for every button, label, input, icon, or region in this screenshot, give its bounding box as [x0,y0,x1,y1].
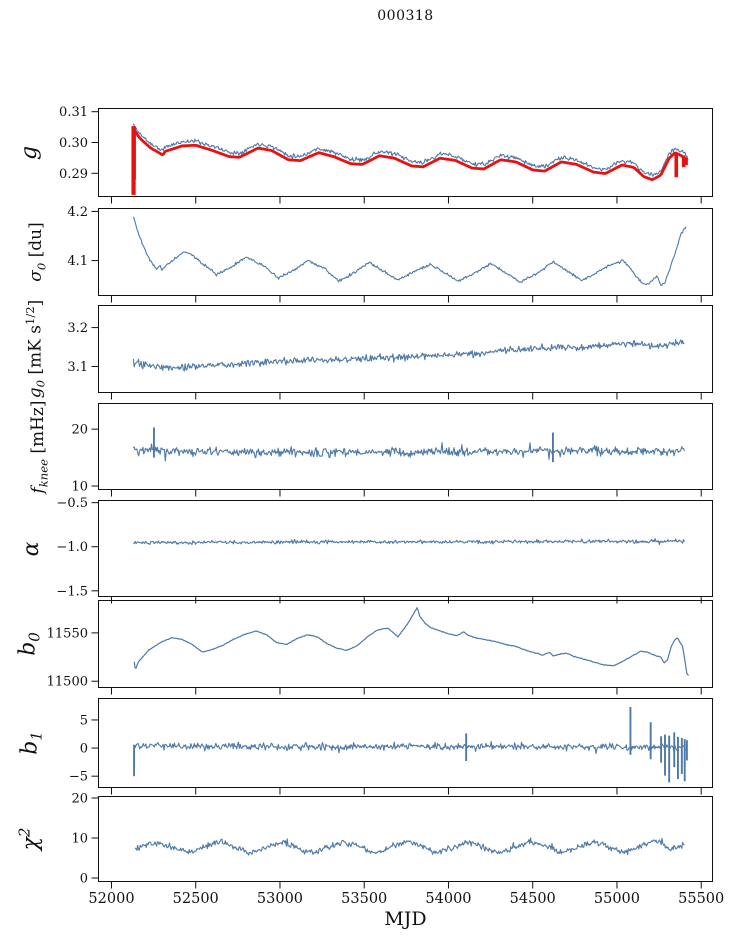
fknee-data-line [132,442,685,462]
y-tick-label: −1.5 [56,584,88,599]
subplot-g0: 3.1 3.2 [67,305,713,400]
y-tick-label: 0.31 [59,105,88,120]
y-tick-label: 0 [80,872,88,887]
y-ticks: 11500 11550 [47,626,98,690]
x-axis-label: MJD [384,908,427,930]
subplot-alpha: −1.5 −1.0 −0.5 [56,496,713,604]
axes-frame [98,698,713,788]
axes-frame [98,500,713,597]
axes-frame [98,208,713,296]
x-tick-label: 54000 [425,891,471,907]
y-axis-label-chi2: χ2 [15,827,44,851]
subplot-chi2: 0 10 20 52000 52500 53000 53500 54000 54500 55000… [71,792,724,908]
y-ticks: 4.1 4.2 [67,205,98,269]
y-axis-label-sigma0: σ0 [du] [26,222,49,282]
series [133,607,690,676]
series [133,537,685,546]
subplot-b1: −5 0 5 [69,698,713,795]
axes-frame [98,796,713,882]
x-ticks: 52000 52500 53000 53500 54000 54500 55000 55500 [88,882,724,907]
x-tick-label: 55500 [678,891,724,907]
g0-data-line [132,339,685,372]
y-tick-label: 0.30 [59,136,88,151]
alpha-data-line [133,537,685,546]
series [134,837,685,856]
y-ticks: −1.5 −1.0 −0.5 [56,496,98,599]
b0-data-line [133,607,690,676]
subplot-fknee: 10 20 [71,403,713,497]
y-axis-label-alpha: α [19,541,44,556]
y-tick-label: 3.1 [67,360,88,375]
x-tick-label: 52500 [173,891,219,907]
y-tick-label: 3.2 [67,321,88,336]
g-data-line [132,123,688,177]
y-tick-label: 0 [80,742,88,757]
y-tick-label: −0.5 [56,496,88,511]
series [131,123,689,195]
y-axis-label-b1: b1 [17,731,46,755]
y-tick-label: 11500 [47,675,88,690]
x-tick-label: 55000 [594,891,640,907]
y-ticks: 10 20 [71,423,98,495]
y-tick-label: 5 [80,713,88,728]
y-axis-label-b0: b0 [15,632,44,656]
subplot-sigma0: 4.1 4.2 [67,205,713,303]
x-tick-label: 52000 [88,891,134,907]
x-ticks [110,393,702,400]
x-ticks [110,788,702,795]
sigma0-data-line [132,216,687,286]
series [132,216,687,286]
series [133,707,688,783]
b1-data-line [134,740,688,755]
y-ticks: 3.1 3.2 [67,321,98,375]
y-tick-label: 10 [71,832,88,847]
x-ticks [110,688,702,695]
y-tick-label: 4.2 [67,205,88,220]
subplot-b0: 11500 11550 [47,600,713,695]
y-tick-label: −5 [69,770,88,785]
g-fit-line [131,127,689,181]
figure-title: 000318 [377,8,434,24]
axes-frame [98,403,713,490]
y-ticks: 0 10 20 [71,792,98,887]
subplot-g: 0.29 0.30 0.31 [59,105,713,204]
x-tick-label: 53000 [257,891,303,907]
y-tick-label: 20 [71,423,88,438]
x-ticks [110,197,702,204]
x-ticks [110,296,702,303]
axes-frame [98,108,713,197]
y-ticks: −5 0 5 [69,713,98,785]
y-tick-label: 0.29 [59,167,88,182]
y-axis-label-g: g [17,145,42,160]
y-ticks: 0.29 0.30 0.31 [59,105,98,182]
y-tick-label: 20 [71,792,88,807]
x-ticks [110,490,702,497]
x-tick-label: 53500 [341,891,387,907]
y-tick-label: 11550 [47,626,88,641]
series [132,339,685,372]
axes-frame [98,305,713,393]
y-tick-label: 4.1 [67,254,88,269]
axes-frame [98,600,713,688]
y-axis-label-g0: g0 [mK s1/2] [22,299,48,399]
y-tick-label: 10 [71,480,88,495]
y-axis-label-fknee: fknee [mHz] [28,400,51,493]
y-tick-label: −1.0 [56,540,88,555]
x-tick-label: 54500 [510,891,556,907]
series [132,427,685,463]
chi2-data-line [134,837,685,856]
